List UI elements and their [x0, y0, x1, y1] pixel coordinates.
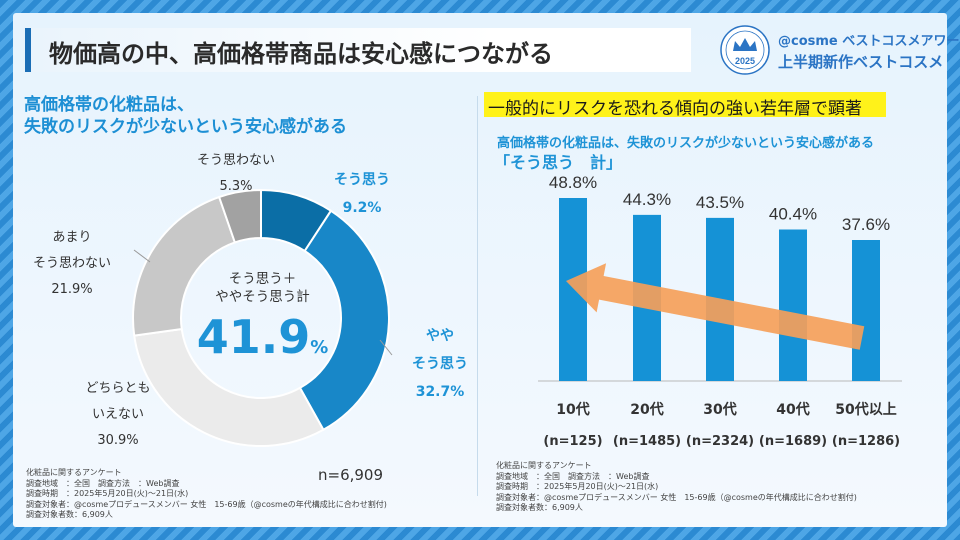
title-bar: 物価高の中、高価格帯商品は安心感につながる: [25, 28, 691, 72]
right-survey-line: 調査地域 ：全国 調査方法 ：Web調査: [496, 471, 650, 481]
leader-line: [379, 339, 393, 356]
x-tick-label: 40代: [776, 401, 809, 418]
donut-slice-value: 5.3%: [219, 179, 253, 194]
donut-slice-category: やや: [426, 328, 454, 344]
x-tick-label: 10代: [556, 401, 589, 418]
left-survey-line: 調査対象者：@cosmeプロデュースメンバー 女性 15-69歳（@cosmeの…: [26, 499, 387, 509]
donut-slice: [217, 188, 262, 244]
right-survey-line: 調査対象者：@cosmeプロデュースメンバー 女性 15-69歳（@cosmeの…: [496, 492, 857, 502]
donut-center-label-line1: そう思う＋: [228, 271, 297, 287]
left-heading: 高価格帯の化粧品は、 失敗のリスクが少ないという安心感がある: [24, 94, 347, 138]
donut-slice-category: あまり: [52, 230, 92, 245]
highlight-text: 一般的にリスクを恐れる傾向の強い若年層で顕著: [488, 99, 862, 119]
left-survey-line: 化粧品に関するアンケート: [26, 468, 122, 477]
page-title: 物価高の中、高価格帯商品は安心感につながる: [49, 40, 553, 68]
x-tick-label: 20代: [630, 401, 663, 418]
bar-chart-subtitle: 高価格帯の化粧品は、失敗のリスクが少ないという安心感がある: [497, 136, 875, 151]
sample-size-label: (n=1485): [613, 434, 681, 449]
bar-value-label: 48.8%: [549, 173, 597, 192]
donut-slice-category: そう思う: [412, 356, 468, 372]
donut-chart: [132, 188, 393, 447]
bar-value-label: 40.4%: [769, 205, 817, 224]
award-name: 上半期新作ベストコスメ: [778, 53, 944, 71]
left-heading-line1: 高価格帯の化粧品は、: [24, 95, 194, 115]
left-heading-line2: 失敗のリスクが少ないという安心感がある: [24, 117, 347, 137]
donut-center-label-line2: ややそう思う計: [215, 289, 310, 305]
left-survey-notes: 化粧品に関するアンケート 調査地域 ：全国 調査方法 ：Web調査 調査時期 ：…: [26, 468, 387, 521]
award-badge-icon: 2025: [720, 25, 770, 75]
right-survey-line: 化粧品に関するアンケート: [496, 461, 592, 470]
bar: [852, 240, 880, 381]
donut-slice-category: そう思う: [334, 172, 390, 188]
sample-size-label: (n=125): [543, 434, 602, 449]
right-survey-notes: 化粧品に関するアンケート 調査地域 ：全国 調査方法 ：Web調査 調査時期 ：…: [496, 461, 857, 514]
donut-slice-category: そう思わない: [32, 256, 112, 271]
donut-slice-label: そう思う 9.2%: [334, 166, 390, 222]
donut-slice-label: そう思わない 5.3%: [197, 148, 275, 200]
bar-value-label: 44.3%: [623, 190, 671, 209]
donut-slice-value: 21.9%: [51, 282, 93, 297]
donut-center-number: 41.9: [196, 310, 311, 364]
bar: [779, 229, 807, 381]
bar-chart-title: 「そう思う 計」: [494, 153, 623, 172]
donut-slice-category: いえない: [91, 407, 145, 422]
right-survey-line: 調査時期 ：2025年5月20日(火)～21日(水): [496, 482, 659, 491]
left-survey-line: 調査地域 ：全国 調査方法 ：Web調査: [26, 478, 180, 488]
sample-size-label: (n=1689): [759, 434, 827, 449]
x-tick-label: 50代以上: [835, 401, 896, 418]
bar-value-label: 37.6%: [842, 215, 890, 234]
left-sample-size: n=6,909: [318, 466, 384, 484]
badge-year: 2025: [735, 56, 755, 66]
donut-slice-category: そう思わない: [196, 153, 276, 168]
donut-slice-value: 30.9%: [97, 433, 139, 448]
donut-slice-value: 9.2%: [342, 200, 382, 216]
x-tick-label: 30代: [703, 401, 736, 418]
award-logo: @cosme ベストコスメアワード 上半期新作ベストコスメ: [778, 30, 960, 72]
donut-slice-label: どちらともいえない 30.9%: [85, 376, 150, 454]
bar-value-label: 43.5%: [696, 193, 744, 212]
donut-slice-label: ややそう思う 32.7%: [412, 322, 468, 406]
donut-slice-value: 32.7%: [415, 384, 465, 400]
left-survey-line: 調査対象者数：6,909人: [26, 510, 113, 519]
leader-line: [133, 249, 151, 263]
donut-slice: [298, 209, 390, 432]
highlight-banner: 一般的にリスクを恐れる傾向の強い若年層で顕著: [484, 92, 886, 119]
award-brand: @cosme ベストコスメアワード: [778, 34, 960, 49]
donut-center-label: そう思う＋ ややそう思う計: [205, 270, 320, 306]
trend-arrow-icon: [566, 263, 865, 350]
donut-slice: [133, 327, 325, 447]
donut-slice-category: どちらとも: [85, 381, 151, 396]
donut-slice-label: あまりそう思わない 21.9%: [33, 225, 111, 303]
left-survey-line: 調査時期 ：2025年5月20日(火)～21日(水): [26, 489, 189, 498]
right-survey-line: 調査対象者数：6,909人: [496, 503, 583, 512]
donut-center-value: 41.9%: [190, 310, 335, 364]
sample-size-label: (n=1286): [832, 434, 900, 449]
sample-size-label: (n=2324): [686, 434, 754, 449]
column-divider: [477, 96, 478, 496]
donut-center-unit: %: [310, 337, 329, 358]
